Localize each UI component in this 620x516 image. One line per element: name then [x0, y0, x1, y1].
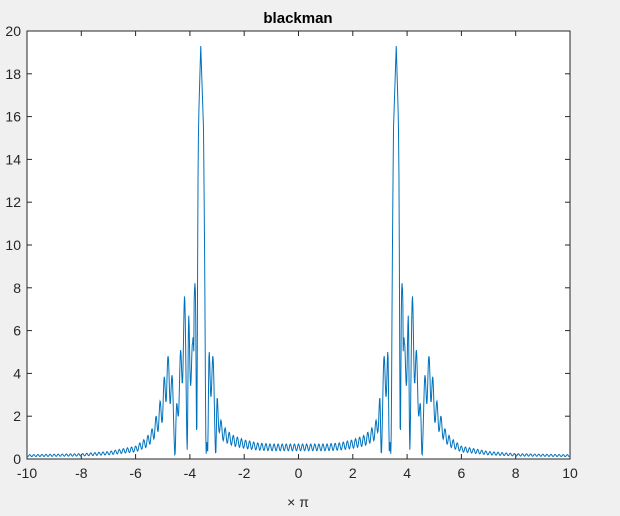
x-tick-label: -6: [129, 465, 142, 481]
y-tick-label: 16: [5, 109, 21, 125]
x-tick-label: 0: [295, 465, 303, 481]
y-tick-label: 2: [13, 408, 21, 424]
y-tick-label: 12: [5, 194, 21, 210]
x-tick-label: 8: [512, 465, 520, 481]
y-tick-label: 18: [5, 66, 21, 82]
x-tick-label: 2: [349, 465, 357, 481]
axis-tick-labels: -10 -8 -6 -4 -2 0 2 4 6 8 10 0 2 4 6 8 10 12 14 16 18 20: [5, 23, 578, 481]
y-tick-label: 20: [5, 23, 21, 39]
y-tick-label: 0: [13, 451, 21, 467]
y-tick-label: 14: [5, 151, 21, 167]
series-line: [26, 45, 571, 458]
x-tick-label: 4: [403, 465, 411, 481]
x-tick-label: -2: [238, 465, 251, 481]
y-tick-label: 10: [5, 237, 21, 253]
y-tick-label: 6: [13, 323, 21, 339]
x-tick-label: -10: [17, 465, 37, 481]
x-tick-label: 10: [562, 465, 578, 481]
x-tick-label: 6: [458, 465, 466, 481]
y-tick-label: 4: [13, 365, 21, 381]
plot-area: [26, 30, 571, 460]
x-tick-label: -4: [184, 465, 197, 481]
x-tick-label: -8: [75, 465, 88, 481]
y-tick-label: 8: [13, 280, 21, 296]
axis-ticks: [26, 30, 571, 460]
x-axis-label: × π: [287, 494, 309, 510]
chart-title: blackman: [263, 10, 332, 27]
